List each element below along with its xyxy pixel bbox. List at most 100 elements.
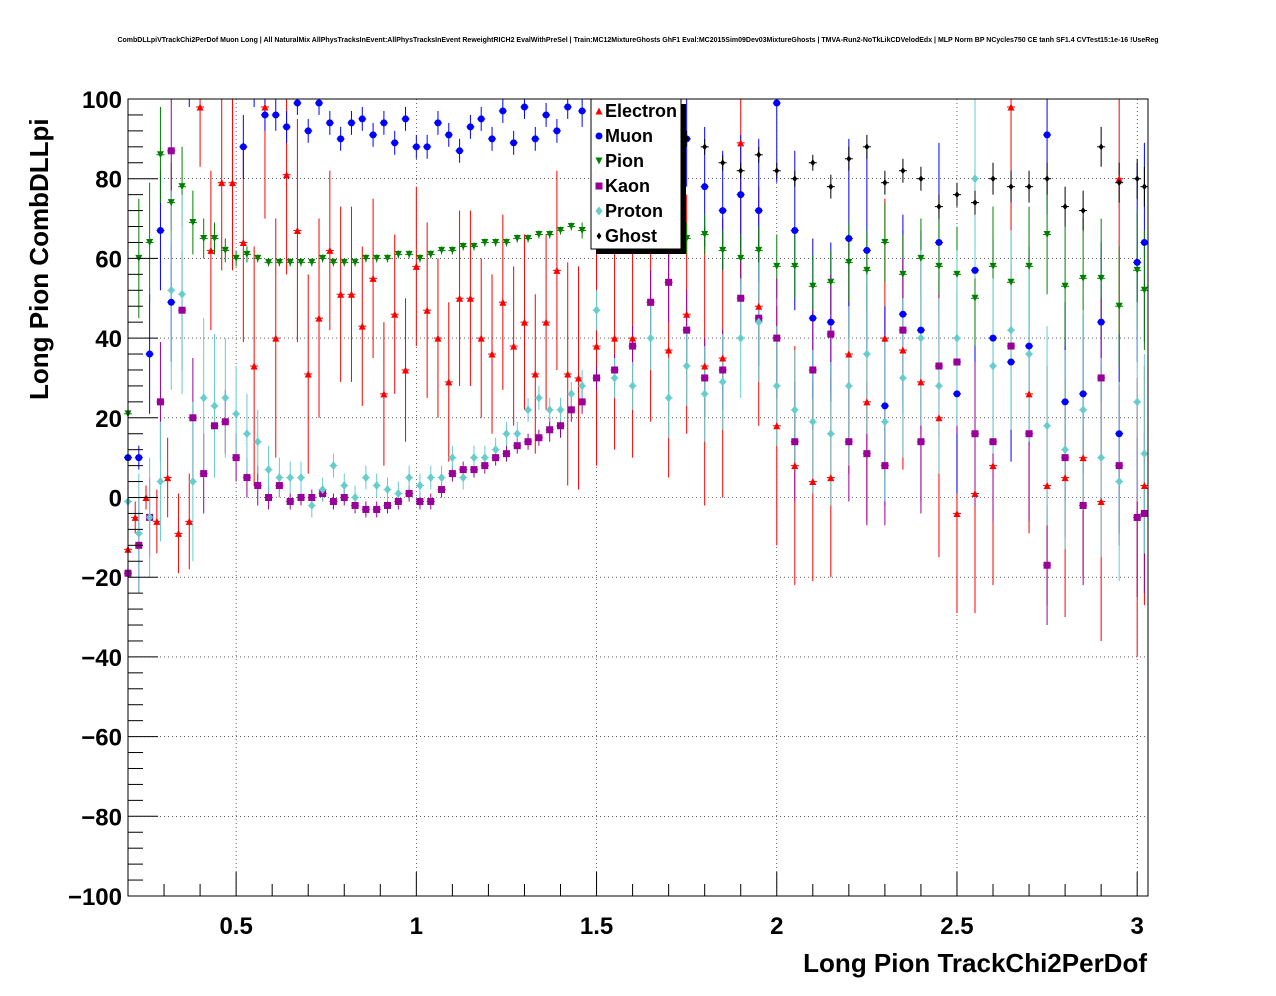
proton-point <box>755 317 763 327</box>
proton-point <box>438 473 446 483</box>
y-tick-label: −40 <box>81 645 122 672</box>
proton-point <box>683 361 691 371</box>
muon-point <box>917 326 925 334</box>
ghost-point <box>828 183 834 191</box>
kaon-point <box>881 462 889 470</box>
kaon-point <box>1133 513 1141 521</box>
electron-point <box>185 517 193 525</box>
electron-point <box>207 246 215 254</box>
proton-point <box>845 381 853 391</box>
electron-point <box>827 474 835 482</box>
muon-point <box>701 183 709 191</box>
electron-point <box>575 374 583 382</box>
ghost-point <box>720 159 726 167</box>
kaon-point <box>156 398 164 406</box>
proton-point <box>611 373 619 383</box>
muon-point <box>283 123 291 131</box>
muon-point <box>456 147 464 155</box>
kaon-point <box>448 470 456 478</box>
proton-point <box>773 381 781 391</box>
muon-point <box>719 207 727 215</box>
pion-point <box>405 250 413 258</box>
electron-point <box>174 529 182 537</box>
ghost-point <box>810 159 816 167</box>
electron-point <box>683 310 691 318</box>
electron-point <box>531 370 539 378</box>
ghost-point <box>846 155 852 163</box>
muon-point <box>156 227 164 235</box>
muon-point <box>935 238 943 246</box>
pion-point <box>502 238 510 246</box>
kaon-point <box>971 430 979 438</box>
electron-point <box>380 390 388 398</box>
ghost-point <box>1044 175 1050 183</box>
electron-point <box>218 179 226 187</box>
pion-point <box>701 230 709 238</box>
ghost-point <box>1008 183 1014 191</box>
pion-point <box>286 258 294 266</box>
proton-point <box>899 373 907 383</box>
proton-point <box>791 405 799 415</box>
muon-point <box>737 191 745 199</box>
muon-point <box>899 310 907 318</box>
electron-point <box>553 266 561 274</box>
pion-point <box>971 294 979 302</box>
proton-point <box>351 493 359 502</box>
proton-point <box>448 453 456 463</box>
kaon-point <box>546 426 554 434</box>
pion-point <box>1140 286 1148 294</box>
muon-point <box>423 143 431 151</box>
pion-point <box>459 242 467 250</box>
pion-point <box>427 250 435 258</box>
ghost-point <box>990 175 996 183</box>
electron-point <box>737 139 745 147</box>
proton-point <box>665 393 673 403</box>
y-tick-label: 0 <box>109 486 122 513</box>
kaon-point <box>917 438 925 446</box>
kaon-point <box>1140 509 1148 517</box>
x-tick-label: 1.5 <box>580 913 613 940</box>
muon-point <box>863 246 871 254</box>
electron-point <box>701 362 709 370</box>
proton-point <box>297 473 305 483</box>
pion-point <box>773 262 781 270</box>
kaon-point <box>297 494 305 501</box>
legend-label-kaon: Kaon <box>605 176 650 196</box>
electron-point <box>593 342 601 350</box>
muon-point <box>827 318 835 326</box>
proton-point <box>416 481 424 491</box>
pion-point <box>351 258 359 266</box>
kaon-point <box>265 494 273 501</box>
electron-point <box>1115 175 1123 183</box>
electron-point <box>1043 482 1051 490</box>
electron-point <box>347 290 355 298</box>
kaon-point <box>719 366 727 374</box>
proton-point <box>863 349 871 359</box>
electron-point <box>719 354 727 362</box>
proton-point <box>1061 445 1069 455</box>
pion-point <box>989 262 997 270</box>
electron-point <box>542 318 550 326</box>
proton-point <box>629 381 637 391</box>
pion-point <box>935 262 943 270</box>
kaon-point <box>211 422 219 430</box>
electron-point <box>466 294 474 302</box>
proton-point <box>405 473 413 483</box>
pion-point <box>737 254 745 262</box>
electron-point <box>510 342 518 350</box>
electron-point <box>488 350 496 358</box>
muon-point <box>1025 342 1033 350</box>
ghost-point <box>864 143 870 151</box>
legend-label-electron: Electron <box>605 101 677 121</box>
kaon-point <box>1097 374 1105 382</box>
kaon-point <box>845 438 853 446</box>
electron-point <box>477 334 485 342</box>
pion-point <box>448 246 456 254</box>
y-tick-label: −20 <box>81 565 122 592</box>
electron-point <box>412 262 420 270</box>
ghost-point <box>1141 183 1147 191</box>
pion-point <box>1007 278 1015 286</box>
pion-point <box>329 258 337 266</box>
pion-point <box>524 234 532 242</box>
